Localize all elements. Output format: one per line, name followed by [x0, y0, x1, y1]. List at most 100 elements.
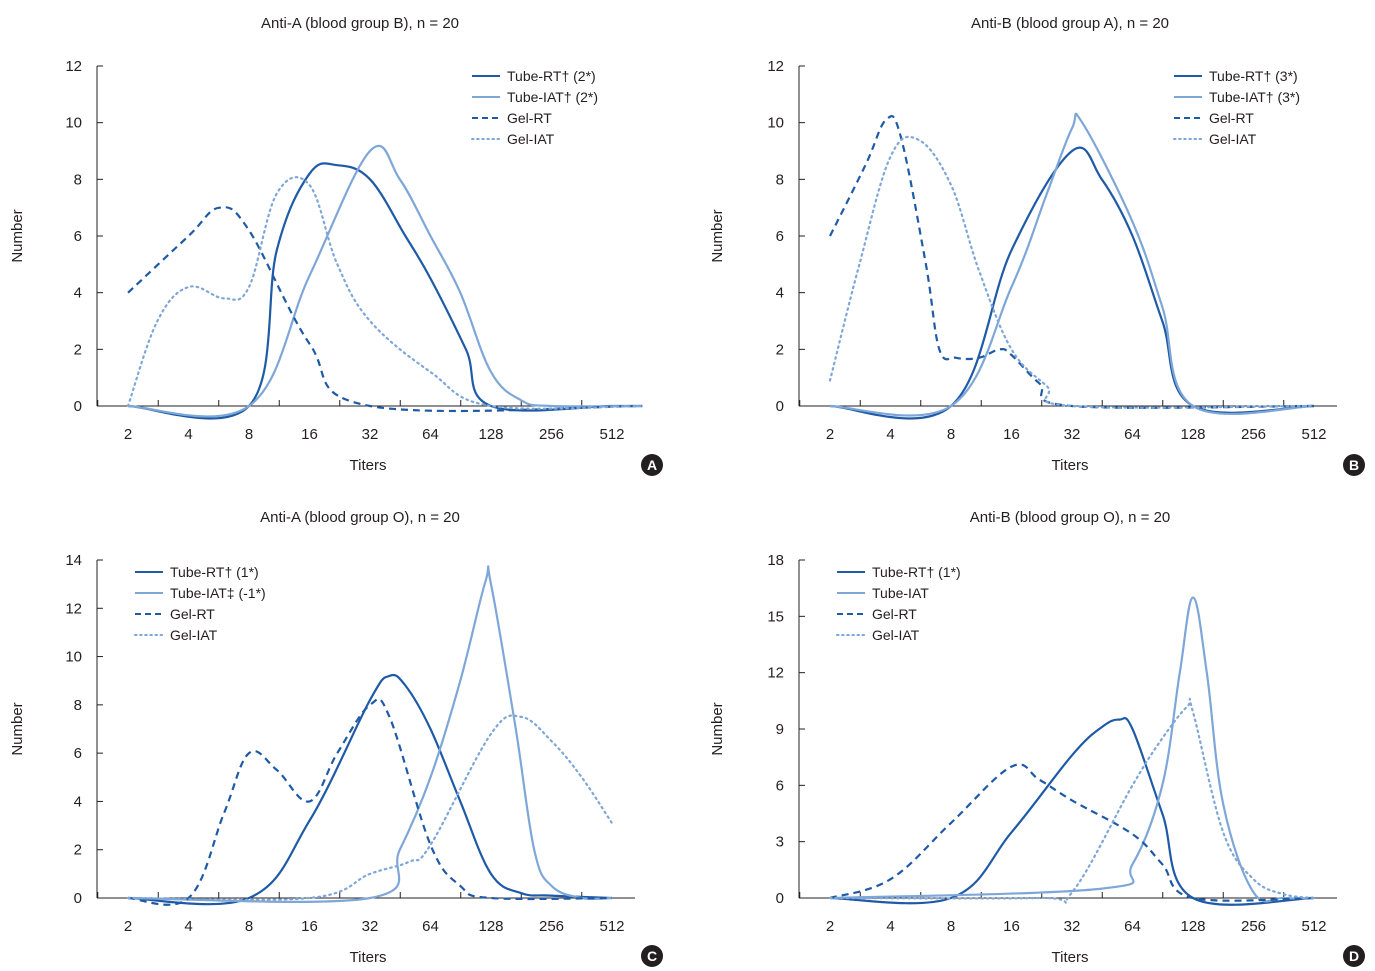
legend: Tube-RT† (2*) Tube-IAT† (2*) Gel-RT Gel-IAT	[471, 68, 598, 147]
legend: Tube-RT† (3*) Tube-IAT† (3*) Gel-RT Gel-IAT	[1173, 68, 1300, 147]
y-tick-label: 2	[74, 842, 82, 859]
panel-badge-letter: B	[1349, 457, 1359, 473]
legend: Tube-RT† (1*) Tube-IAT Gel-RT Gel-IAT	[836, 564, 961, 643]
x-tick-label: 32	[1064, 918, 1081, 935]
x-tick-label: 256	[539, 426, 564, 443]
y-tick-label: 2	[776, 341, 784, 358]
series-line-1	[127, 144, 643, 418]
y-tick-label: 0	[74, 890, 82, 907]
x-tick-label: 4	[184, 918, 192, 935]
x-tick-label: 8	[245, 426, 253, 443]
x-tick-label: 256	[1241, 426, 1266, 443]
panel-badge-circle	[1343, 454, 1365, 476]
y-tick-label: 14	[65, 552, 82, 569]
series-line-1	[829, 596, 1315, 903]
y-tick-label: 0	[776, 398, 784, 415]
chart-panel-c: Anti-A (blood group O), n = 20 0 2 4 6 8 10 12 1…	[9, 509, 663, 967]
y-tick-label: 0	[776, 890, 784, 907]
x-tick-label: 128	[478, 426, 503, 443]
y-tick-label: 12	[65, 58, 82, 75]
x-tick-label: 16	[301, 426, 318, 443]
x-tick-label: 16	[1003, 918, 1020, 935]
x-tick-label: 64	[1124, 918, 1141, 935]
y-tick-label: 6	[776, 777, 784, 794]
y-tick-label: 12	[767, 665, 784, 682]
x-tick-label: 32	[362, 918, 379, 935]
legend-label: Tube-RT† (1*)	[170, 564, 259, 580]
chart-title: Anti-B (blood group A), n = 20	[971, 15, 1169, 32]
series-line-3	[828, 697, 1316, 904]
panel-badge: D	[1343, 945, 1365, 967]
legend-label: Gel-IAT	[507, 131, 555, 147]
x-axis-label: Titers	[1052, 949, 1089, 966]
x-tick-label: 64	[422, 426, 439, 443]
legend-label: Tube-RT† (3*)	[1209, 68, 1298, 84]
x-tick-label: 4	[886, 918, 894, 935]
chart-panel-d: Anti-B (blood group O), n = 20 0 3 6 9 12 15 18…	[709, 509, 1365, 967]
panel-badge-circle	[1343, 945, 1365, 967]
series-line-2	[127, 697, 613, 906]
chart-panel-a: Anti-A (blood group B), n = 20 0 2 4 6 8 10 12 2…	[9, 15, 663, 476]
x-tick-label: 64	[1124, 426, 1141, 443]
x-axis-label: Titers	[1052, 457, 1089, 474]
legend-label: Tube-IAT† (2*)	[507, 89, 598, 105]
legend-label: Tube-IAT† (3*)	[1209, 89, 1300, 105]
legend-label: Gel-RT	[170, 606, 215, 622]
y-tick-label: 10	[767, 115, 784, 132]
panel-badge: A	[641, 454, 663, 476]
x-tick-label: 8	[947, 918, 955, 935]
chart-title: Anti-B (blood group O), n = 20	[970, 509, 1171, 526]
panel-badge-circle	[641, 454, 663, 476]
legend-label: Tube-RT† (1*)	[872, 564, 961, 580]
series-line-0	[829, 146, 1315, 420]
y-tick-label: 8	[74, 171, 82, 188]
y-tick-label: 10	[65, 115, 82, 132]
x-tick-label: 512	[599, 426, 624, 443]
chart-title: Anti-A (blood group O), n = 20	[260, 509, 460, 526]
panel-badge-letter: A	[647, 457, 657, 473]
x-tick-label: 4	[886, 426, 894, 443]
legend-label: Gel-IAT	[872, 627, 920, 643]
series-line-3	[126, 714, 614, 902]
legend-label: Gel-IAT	[1209, 131, 1257, 147]
y-tick-label: 9	[776, 721, 784, 738]
legend: Tube-RT† (1*) Tube-IAT‡ (-1*) Gel-RT Gel-IA…	[134, 564, 266, 643]
x-tick-label: 512	[599, 918, 624, 935]
y-tick-label: 8	[776, 171, 784, 188]
x-tick-label: 512	[1301, 918, 1326, 935]
x-axis-label: Titers	[350, 949, 387, 966]
x-tick-label: 256	[1241, 918, 1266, 935]
x-tick-label: 32	[362, 426, 379, 443]
x-tick-label: 128	[1180, 918, 1205, 935]
y-tick-label: 4	[776, 285, 784, 302]
y-tick-label: 6	[74, 228, 82, 245]
y-tick-label: 12	[767, 58, 784, 75]
chart-panel-b: Anti-B (blood group A), n = 20 0 2 4 6 8 10 12 2…	[709, 15, 1365, 476]
series-line-0	[127, 162, 643, 420]
y-axis-label: Number	[709, 209, 726, 262]
legend-label: Gel-RT	[507, 110, 552, 126]
series-line-1	[829, 112, 1315, 417]
x-tick-label: 8	[245, 918, 253, 935]
legend-label: Tube-IAT	[872, 585, 929, 601]
x-tick-label: 64	[422, 918, 439, 935]
panel-badge-letter: C	[647, 948, 657, 964]
panel-badge-circle	[641, 945, 663, 967]
x-tick-label: 128	[1180, 426, 1205, 443]
x-tick-label: 32	[1064, 426, 1081, 443]
panel-badge: B	[1343, 454, 1365, 476]
series-line-0	[829, 716, 1315, 906]
y-tick-label: 4	[74, 285, 82, 302]
chart-title: Anti-A (blood group B), n = 20	[261, 15, 459, 32]
x-tick-label: 2	[826, 918, 834, 935]
series-line-1	[127, 565, 613, 903]
y-tick-label: 0	[74, 398, 82, 415]
x-tick-label: 2	[124, 918, 132, 935]
y-tick-label: 15	[767, 608, 784, 625]
series-line-2	[127, 206, 643, 413]
legend-label: Gel-IAT	[170, 627, 218, 643]
x-tick-label: 128	[478, 918, 503, 935]
legend-label: Gel-RT	[1209, 110, 1254, 126]
panel-badge: C	[641, 945, 663, 967]
series-line-3	[126, 176, 644, 410]
